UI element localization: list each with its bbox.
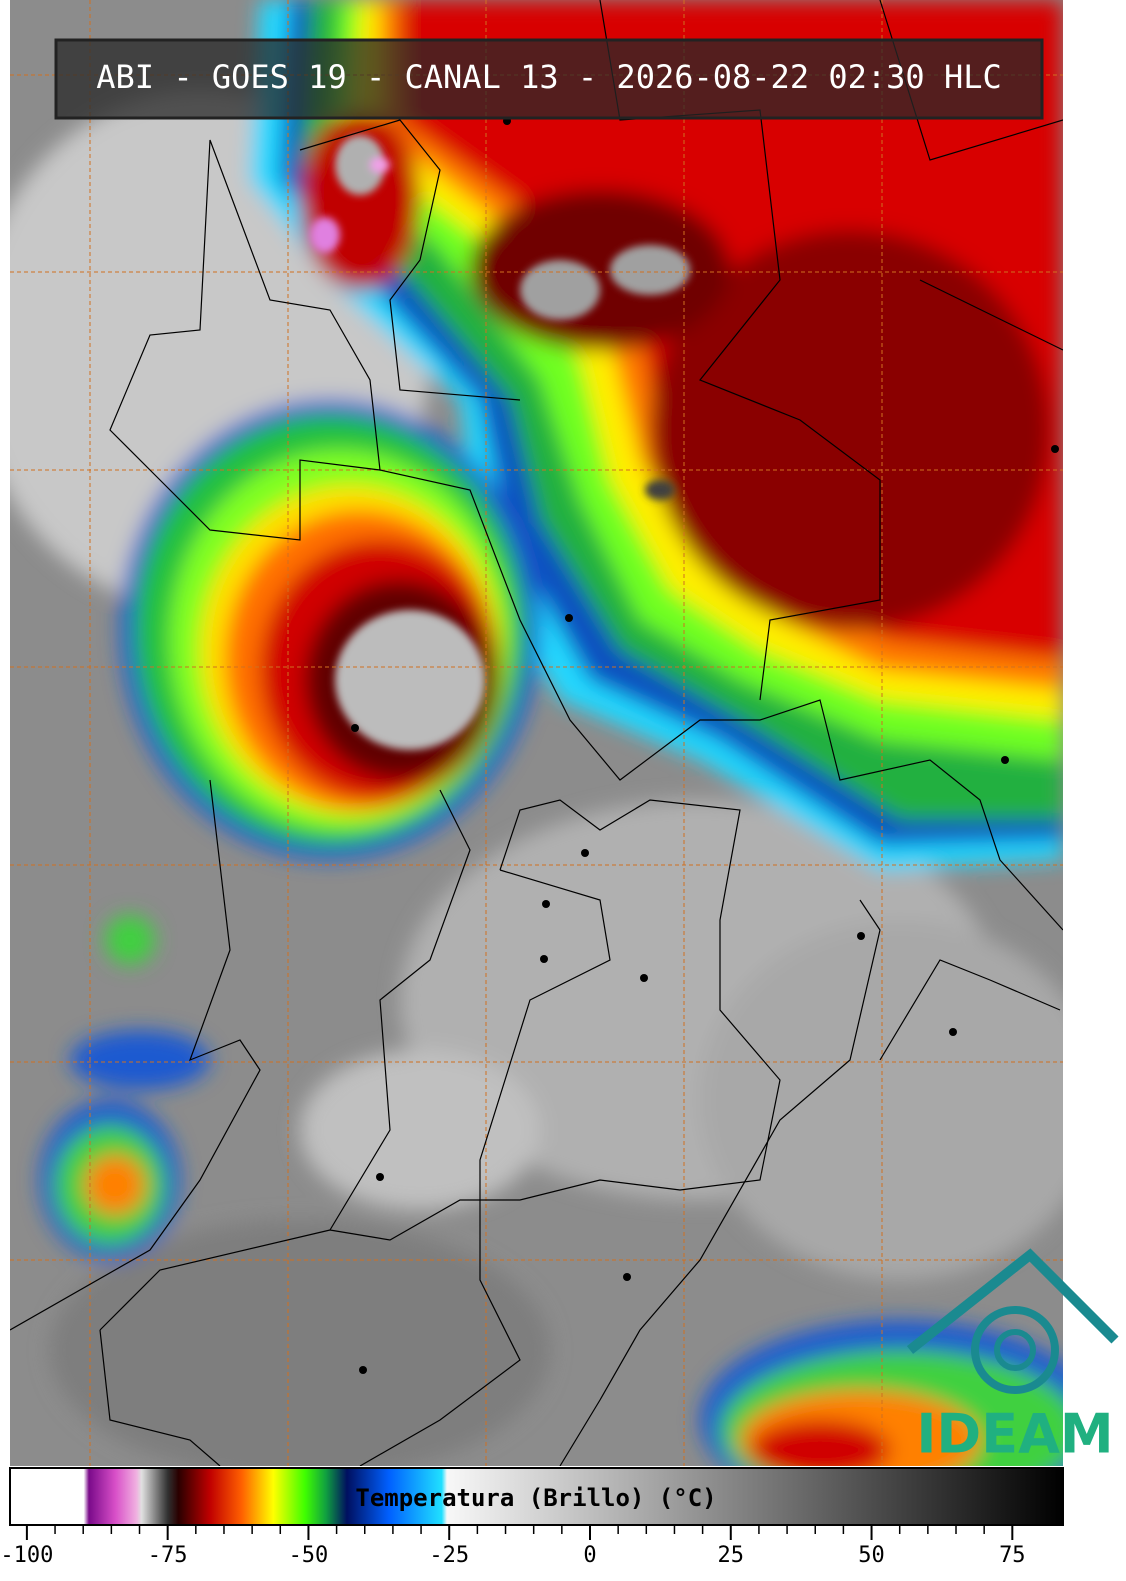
tick-label: -100 <box>0 1543 53 1568</box>
tick-label: -50 <box>289 1543 329 1568</box>
title: ABI - GOES 19 - CANAL 13 - 2026-08-22 02… <box>96 58 1001 96</box>
tick-label: -25 <box>429 1543 469 1568</box>
tick-label: 50 <box>858 1543 885 1568</box>
colorbar-ticks: -100 -75 -50 -25 0 25 50 75 <box>0 1526 1026 1568</box>
colorbar <box>9 1467 1064 1526</box>
tick-label: 0 <box>583 1543 596 1568</box>
tick-label: 25 <box>718 1543 745 1568</box>
imagery <box>10 0 1063 1466</box>
tick-label: 75 <box>999 1543 1026 1568</box>
logo <box>906 1248 1119 1394</box>
logo-text: IDEAM <box>916 1403 1113 1466</box>
colorbar-label: Temperatura (Brillo) (°C) <box>355 1484 716 1512</box>
title-box <box>54 38 1044 120</box>
tick-label: -75 <box>148 1543 188 1568</box>
